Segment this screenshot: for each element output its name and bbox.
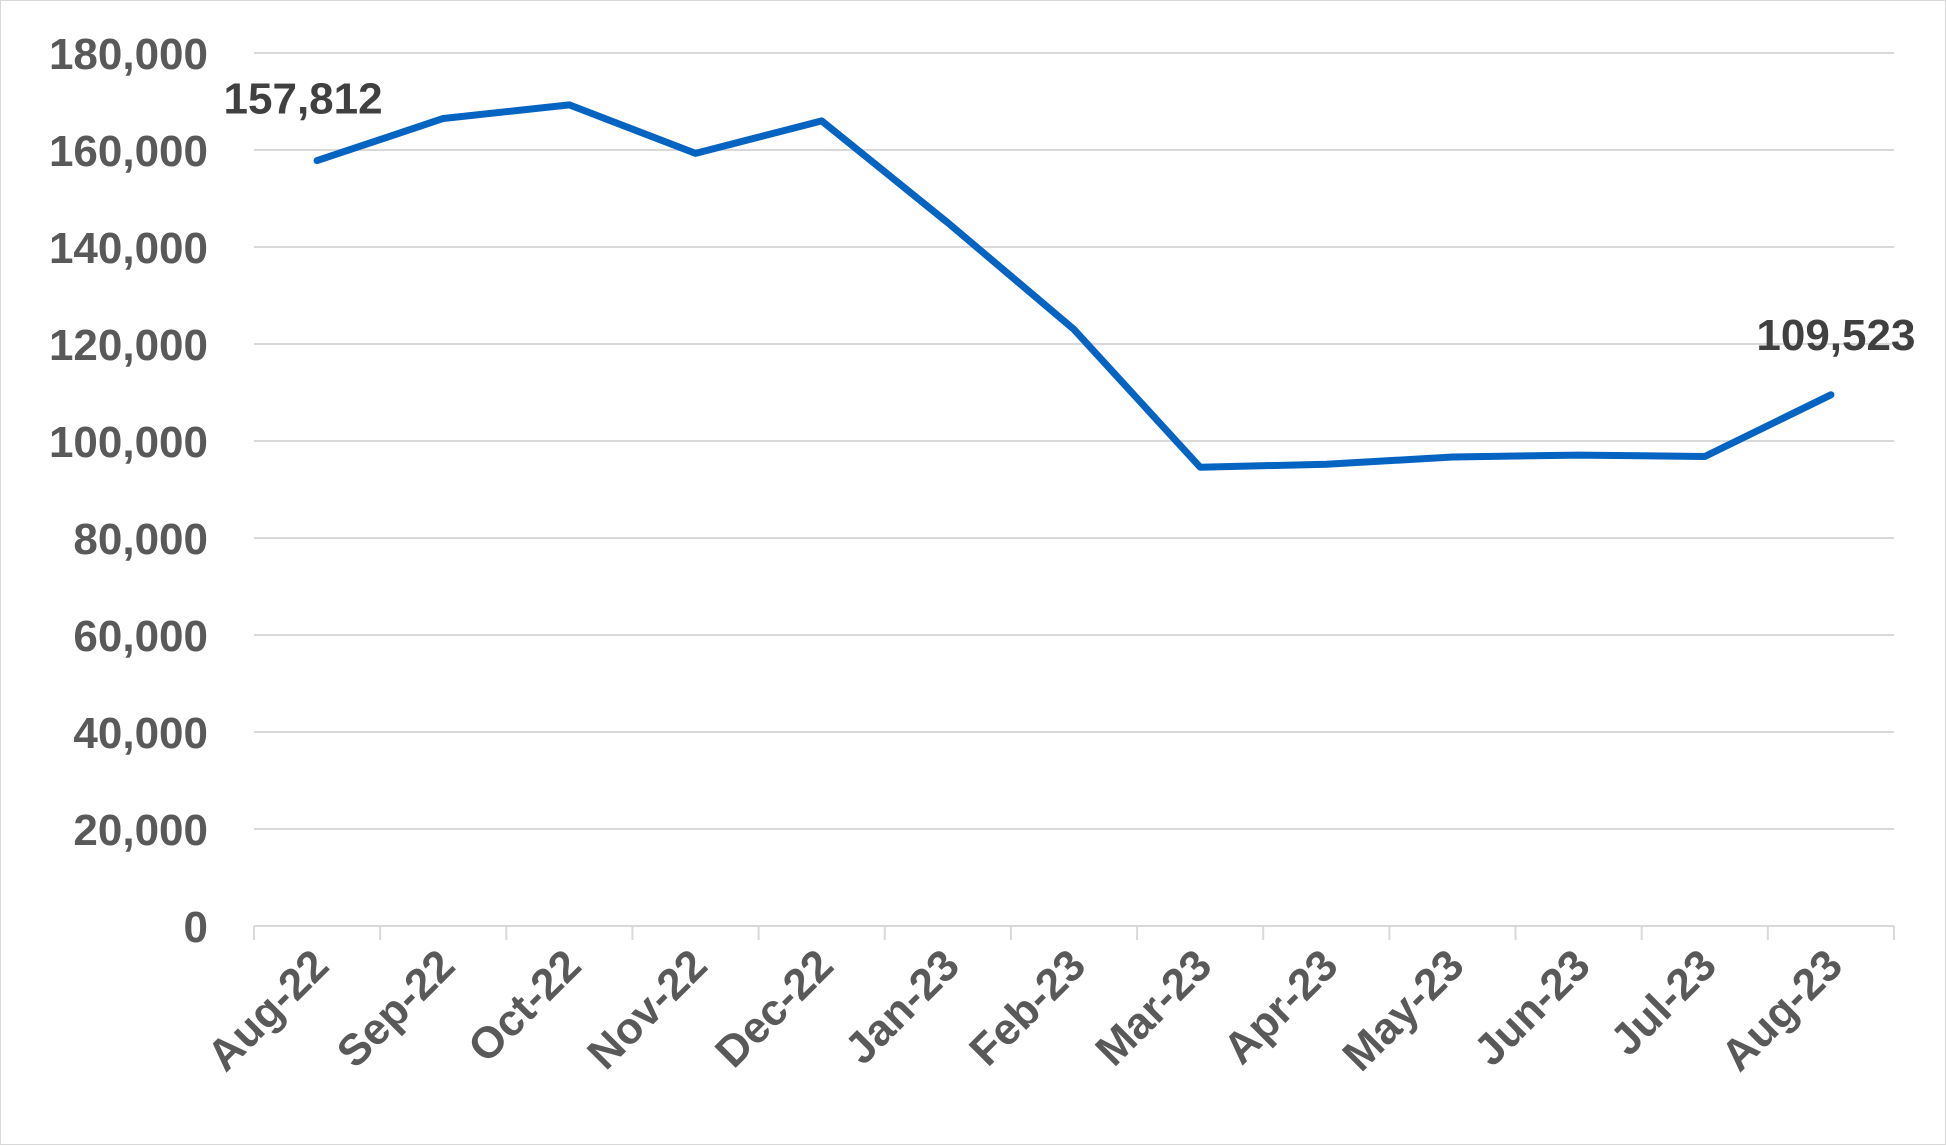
y-tick-label: 60,000 [73,612,208,661]
data-point [692,150,699,157]
data-point [1701,453,1708,460]
data-point [818,117,825,124]
data-point [314,157,321,164]
y-tick-label: 0 [184,903,208,952]
data-label: 109,523 [1756,311,1915,360]
x-tick-label: Oct-22 [459,940,590,1071]
y-tick-label: 100,000 [49,418,208,467]
x-tick-label: Jun-23 [1465,940,1600,1075]
gridlines [254,52,1894,830]
x-axis: Aug-22Sep-22Oct-22Nov-22Dec-22Jan-23Feb-… [198,925,1895,1081]
y-tick-label: 180,000 [49,30,208,79]
y-tick-label: 40,000 [73,709,208,758]
data-point [566,101,573,108]
y-tick-label: 140,000 [49,224,208,273]
data-label: 157,812 [224,75,383,124]
data-point [1197,464,1204,471]
x-tick-label: Nov-22 [578,940,716,1078]
series-line [313,101,1835,471]
x-tick-label: Mar-23 [1086,940,1221,1075]
y-tick-label: 80,000 [73,515,208,564]
x-tick-label: Aug-23 [1712,940,1852,1080]
data-point [1575,452,1582,459]
data-point [1323,461,1330,468]
x-tick-label: Jul-23 [1601,940,1726,1065]
data-point [1827,391,1834,398]
y-axis-ticks: 0 20,000 40,000 60,000 80,000 100,000 120,000 1… [49,30,208,952]
data-point [1449,454,1456,461]
y-tick-label: 120,000 [49,321,208,370]
x-tick-label: May-23 [1333,940,1473,1080]
x-tick-label: Apr-23 [1214,940,1347,1073]
y-tick-label: 160,000 [49,127,208,176]
y-tick-label: 20,000 [73,806,208,855]
series-layer [313,101,1835,471]
data-point [440,115,447,122]
x-tick-label: Feb-23 [960,940,1095,1075]
x-tick-label: Jan-23 [836,940,969,1073]
x-tick-label: Sep-22 [328,940,465,1077]
x-tick-label: Dec-22 [706,940,843,1077]
data-point [1071,326,1077,333]
data-labels: 157,812 109,523 [224,75,1916,360]
data-point [944,219,951,226]
x-tick-label: Aug-22 [198,940,338,1080]
